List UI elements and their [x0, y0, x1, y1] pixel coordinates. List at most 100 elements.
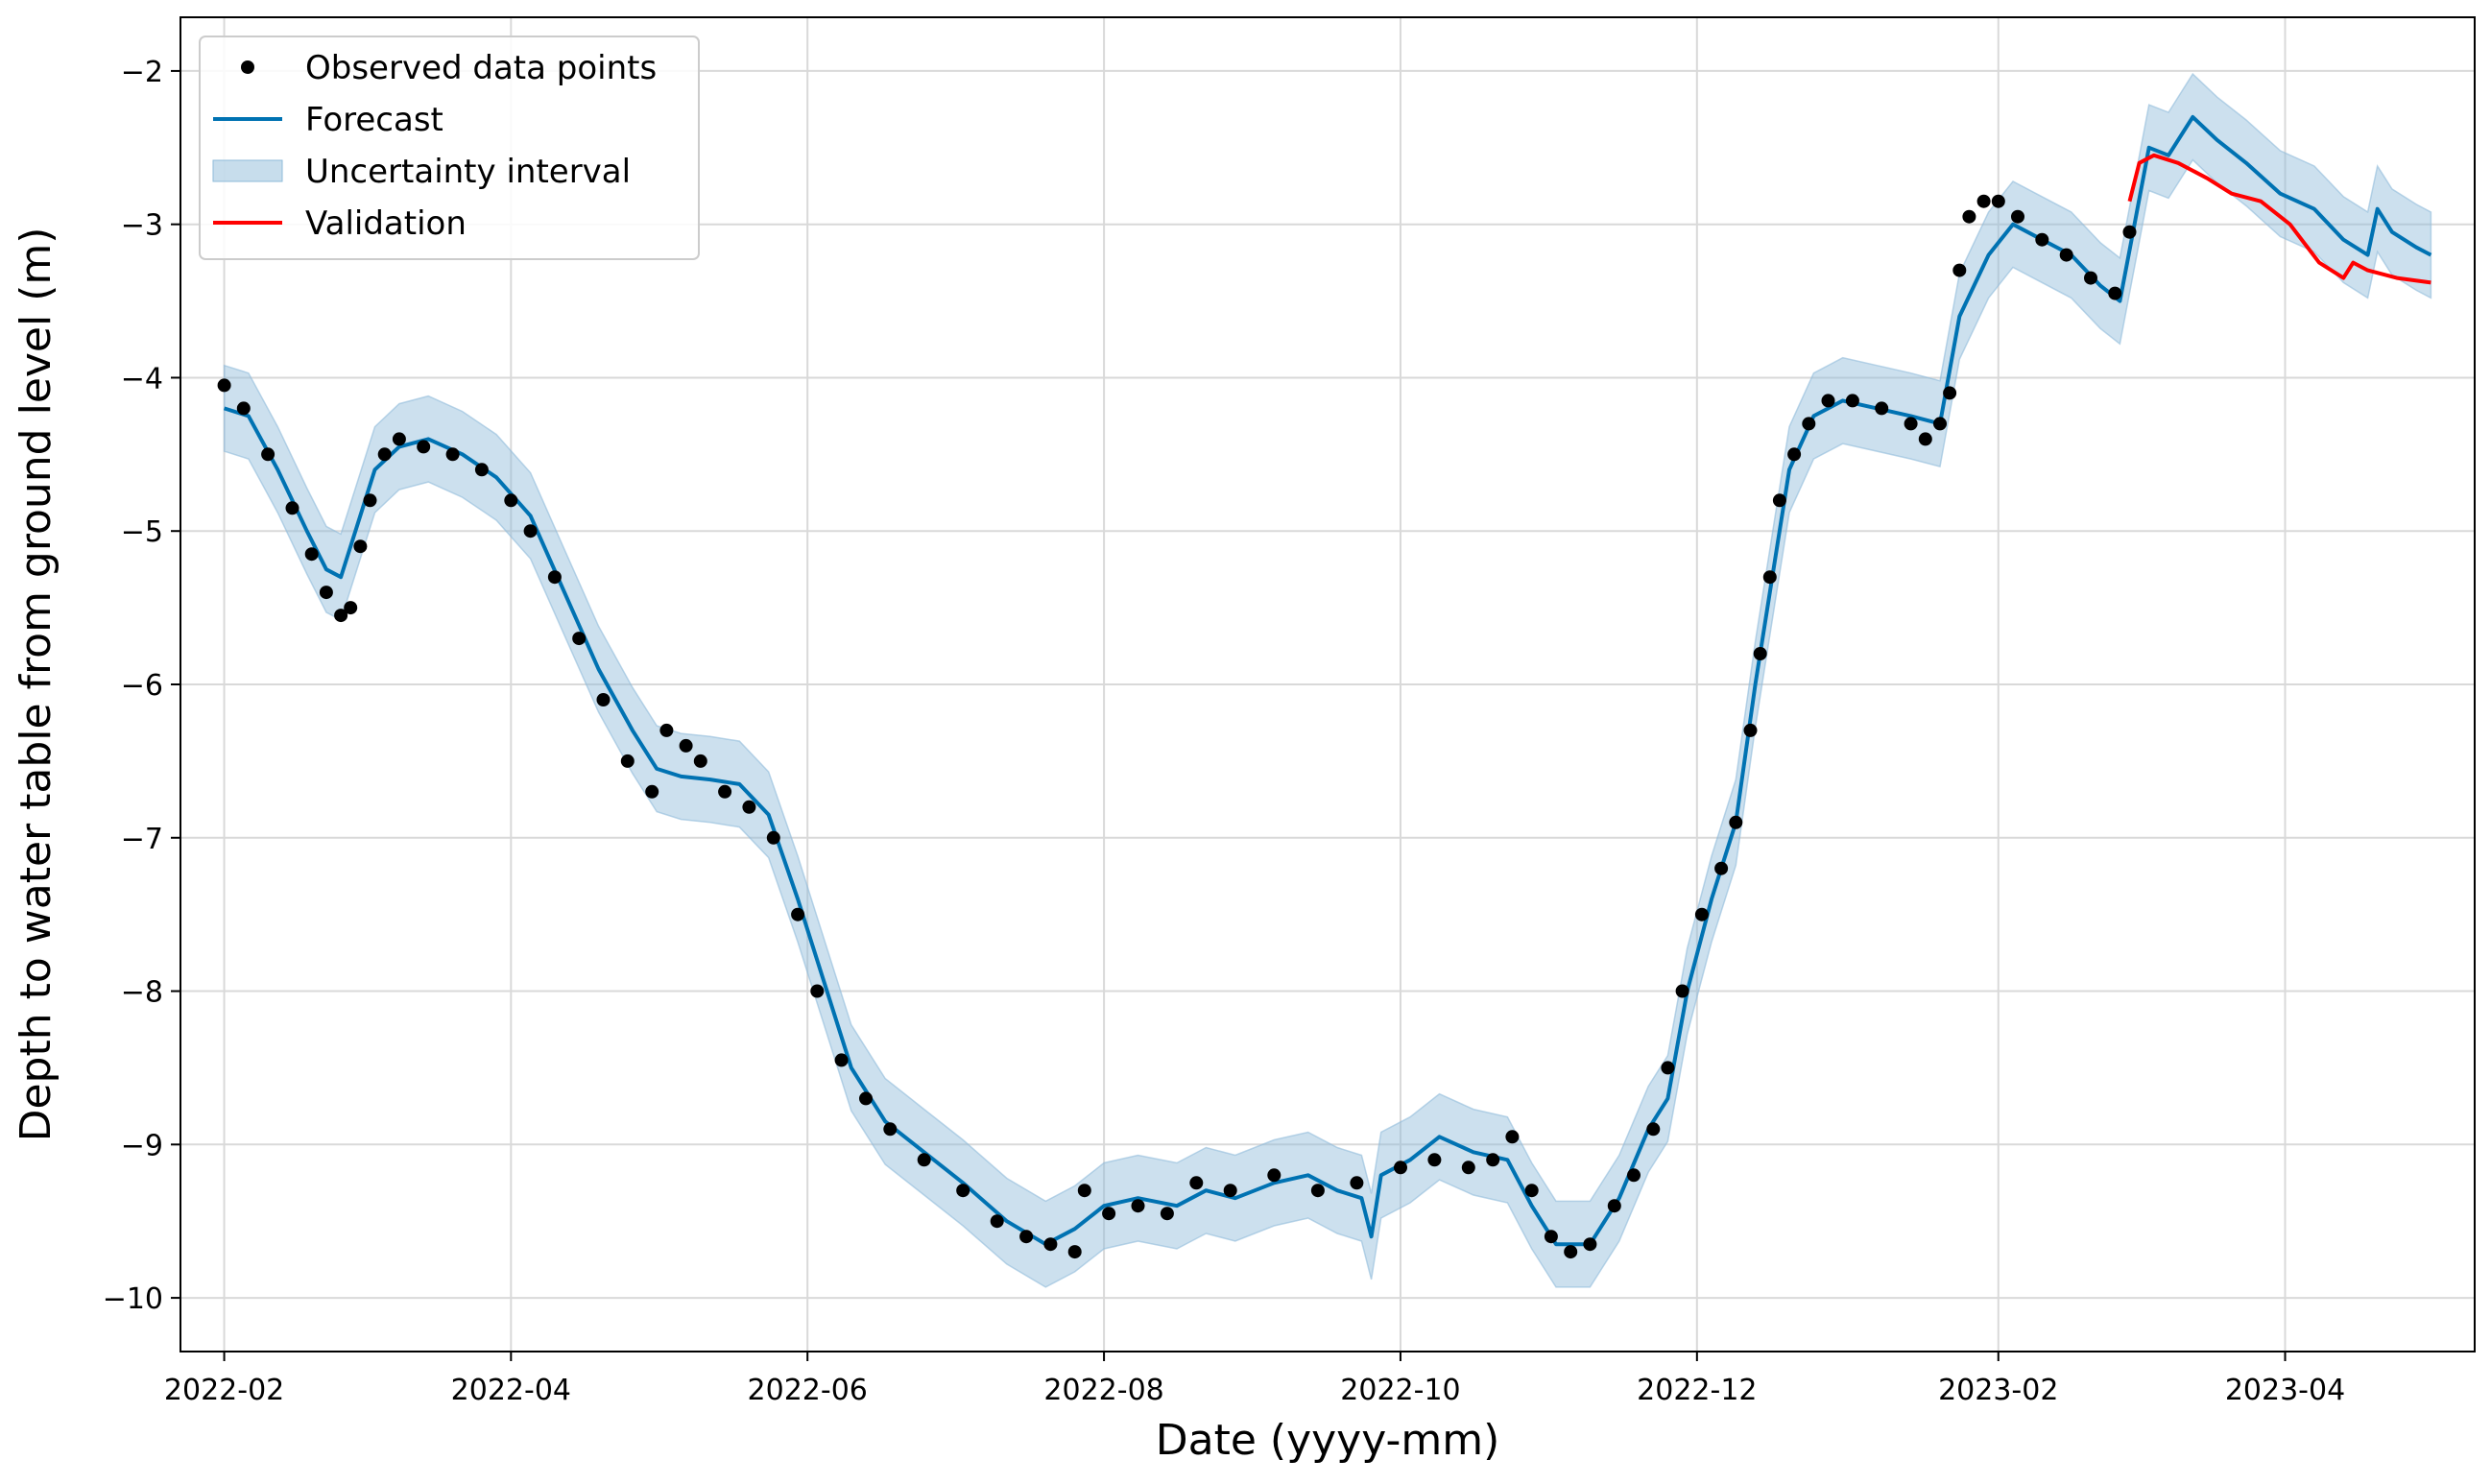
observed-point — [693, 754, 707, 768]
observed-point — [1077, 1184, 1091, 1198]
observed-point — [1933, 417, 1947, 431]
observed-point — [1875, 401, 1889, 416]
observed-point — [2108, 286, 2122, 300]
observed-point — [392, 432, 406, 446]
observed-point — [1067, 1245, 1082, 1259]
grid — [180, 17, 2475, 1352]
observed-point — [1160, 1207, 1174, 1221]
observed-point — [363, 493, 377, 508]
observed-points — [217, 194, 2137, 1259]
observed-point — [1918, 432, 1932, 446]
y-axis-label: Depth to water table from ground level (… — [12, 227, 60, 1142]
observed-point — [1729, 815, 1743, 829]
observed-point — [1762, 570, 1777, 585]
observed-point — [236, 401, 251, 416]
observed-point — [1394, 1161, 1407, 1175]
observed-point — [344, 601, 358, 615]
observed-point — [2122, 225, 2137, 239]
observed-point — [319, 586, 333, 600]
observed-point — [1189, 1176, 1204, 1190]
observed-point — [1131, 1199, 1145, 1213]
observed-point — [1743, 723, 1758, 737]
x-tick-label: 2022-04 — [451, 1374, 571, 1407]
observed-point — [1991, 194, 2005, 208]
observed-point — [1821, 394, 1835, 408]
observed-point — [1427, 1153, 1442, 1167]
legend-marker-band — [212, 159, 283, 182]
legend: Observed data points Forecast Uncertaint… — [199, 36, 700, 260]
observed-point — [1904, 417, 1918, 431]
observed-point — [596, 693, 611, 706]
x-tick-label: 2023-04 — [2225, 1374, 2345, 1407]
legend-label-validation: Validation — [305, 204, 467, 243]
uncertainty-band-area — [223, 72, 2432, 1288]
observed-point — [1694, 907, 1709, 922]
observed-point — [1544, 1230, 1558, 1244]
observed-point — [1583, 1237, 1597, 1252]
observed-point — [742, 800, 756, 814]
y-tick-label: −10 — [103, 1282, 163, 1316]
observed-point — [1802, 417, 1816, 431]
observed-point — [834, 1053, 849, 1067]
y-tick-label: −3 — [121, 209, 163, 243]
observed-point — [679, 738, 693, 753]
observed-point — [1350, 1176, 1364, 1190]
observed-point — [645, 784, 659, 799]
x-tick-label: 2022-12 — [1637, 1374, 1757, 1407]
observed-point — [810, 984, 825, 998]
y-tick-label: −7 — [121, 823, 163, 856]
observed-point — [1753, 647, 1767, 660]
observed-point — [956, 1184, 970, 1198]
observed-point — [445, 447, 460, 462]
observed-point — [1845, 394, 1859, 408]
y-tick-label: −8 — [121, 976, 163, 1010]
observed-point — [285, 501, 299, 515]
axis-ticks: 2022-02 2022-04 2022-06 2022-08 2022-10 2022-… — [103, 56, 2346, 1407]
x-axis-label: Date (yyyy-mm) — [1156, 1416, 1499, 1465]
observed-point — [474, 463, 489, 477]
observed-point — [1524, 1184, 1539, 1198]
observed-point — [377, 447, 392, 462]
observed-point — [917, 1153, 931, 1167]
x-tick-label: 2023-02 — [1938, 1374, 2058, 1407]
forecast-series-line — [223, 114, 2432, 1247]
observed-point — [417, 440, 431, 454]
observed-point — [1772, 493, 1786, 508]
x-tick-label: 2022-08 — [1043, 1374, 1163, 1407]
observed-point — [1952, 263, 1967, 277]
observed-point — [791, 907, 805, 922]
observed-point — [1627, 1168, 1641, 1183]
observed-point — [620, 754, 635, 768]
observed-point — [859, 1091, 873, 1106]
observed-point — [572, 632, 587, 646]
x-tick-label: 2022-06 — [748, 1374, 868, 1407]
observed-point — [1505, 1130, 1520, 1144]
x-tick-label: 2022-10 — [1340, 1374, 1460, 1407]
y-tick-label: −4 — [121, 362, 163, 395]
observed-point — [1787, 447, 1802, 462]
observed-point — [304, 547, 319, 562]
observed-point — [504, 493, 518, 508]
observed-point — [2084, 271, 2097, 285]
observed-point — [2059, 248, 2073, 262]
observed-point — [718, 784, 732, 799]
observed-point — [1486, 1153, 1500, 1167]
observed-point — [1019, 1230, 1034, 1244]
uncertainty-band — [223, 72, 2432, 1288]
observed-point — [1223, 1184, 1237, 1198]
observed-point — [1564, 1245, 1578, 1259]
observed-point — [990, 1214, 1004, 1229]
observed-point — [334, 609, 348, 623]
legend-label-uncertainty: Uncertainty interval — [305, 153, 631, 191]
forecast-line — [223, 114, 2432, 1247]
observed-point — [766, 830, 780, 845]
observed-point — [2035, 232, 2049, 247]
observed-point — [1102, 1207, 1116, 1221]
legend-box — [199, 36, 700, 260]
observed-point — [1461, 1161, 1475, 1175]
observed-point — [523, 524, 538, 539]
observed-point — [1043, 1237, 1058, 1252]
y-tick-label: −5 — [121, 515, 163, 549]
observed-point — [1675, 984, 1689, 998]
legend-label-observed: Observed data points — [305, 49, 657, 87]
